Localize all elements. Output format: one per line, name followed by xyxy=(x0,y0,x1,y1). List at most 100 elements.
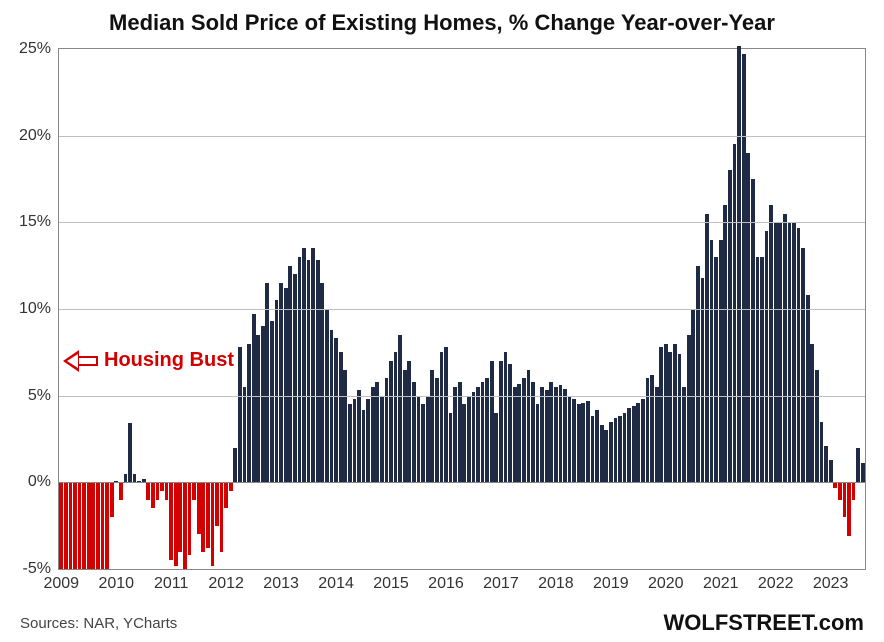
bar xyxy=(298,257,302,482)
bar xyxy=(829,460,833,483)
bar xyxy=(646,378,650,482)
bar xyxy=(513,387,517,482)
bar xyxy=(696,266,700,483)
bar xyxy=(719,240,723,483)
bar xyxy=(224,482,228,508)
bar xyxy=(797,228,801,483)
bar xyxy=(774,222,778,482)
bar xyxy=(421,404,425,482)
bar xyxy=(600,425,604,482)
bar xyxy=(302,248,306,482)
gridline xyxy=(59,222,865,223)
bar xyxy=(151,482,155,508)
bar xyxy=(453,387,457,482)
bar xyxy=(472,392,476,482)
bar xyxy=(723,205,727,482)
bar xyxy=(517,384,521,483)
bar xyxy=(527,370,531,483)
bar xyxy=(531,382,535,483)
x-tick-label: 2019 xyxy=(593,569,629,593)
bar xyxy=(394,352,398,482)
chart-title: Median Sold Price of Existing Homes, % C… xyxy=(0,10,884,36)
bar xyxy=(243,387,247,482)
bar xyxy=(69,482,73,569)
bar xyxy=(861,463,865,482)
bar xyxy=(119,482,123,499)
x-tick-label: 2015 xyxy=(373,569,409,593)
bar xyxy=(59,482,63,569)
y-tick-label: 10% xyxy=(19,300,59,318)
bar xyxy=(348,404,352,482)
bar xyxy=(206,482,210,548)
bar xyxy=(211,482,215,565)
bar xyxy=(73,482,77,569)
bar xyxy=(783,214,787,483)
bar xyxy=(275,300,279,482)
bar xyxy=(270,321,274,482)
chart-container: Median Sold Price of Existing Homes, % C… xyxy=(0,0,884,642)
bar xyxy=(481,382,485,483)
bar xyxy=(417,396,421,483)
bar xyxy=(311,248,315,482)
bar xyxy=(540,387,544,482)
plot-area: -5%0%5%10%15%20%25%200920102011201220132… xyxy=(58,48,866,570)
bar xyxy=(444,347,448,482)
bar xyxy=(165,482,169,499)
x-tick-label: 2011 xyxy=(154,569,188,593)
bar xyxy=(64,482,68,569)
bar xyxy=(756,257,760,482)
bar xyxy=(581,403,585,483)
bar xyxy=(536,404,540,482)
bar xyxy=(554,387,558,482)
bar xyxy=(375,382,379,483)
y-tick-label: 20% xyxy=(19,127,59,145)
bar xyxy=(806,295,810,482)
bar xyxy=(233,448,237,483)
bar xyxy=(261,326,265,482)
bar xyxy=(146,482,150,499)
bar xyxy=(847,482,851,536)
bar xyxy=(371,387,375,482)
bar xyxy=(183,482,187,569)
bar xyxy=(96,482,100,569)
x-tick-label: 2021 xyxy=(703,569,739,593)
bar xyxy=(252,314,256,482)
bar xyxy=(128,423,132,482)
bar xyxy=(307,260,311,482)
bar xyxy=(559,385,563,482)
bar xyxy=(435,378,439,482)
bar xyxy=(705,214,709,483)
bar xyxy=(462,404,466,482)
bar xyxy=(485,378,489,482)
bar xyxy=(201,482,205,551)
bar xyxy=(737,46,741,483)
bar xyxy=(504,352,508,482)
bar xyxy=(664,344,668,483)
x-tick-label: 2009 xyxy=(43,569,79,593)
bar xyxy=(769,205,773,482)
bar xyxy=(751,179,755,482)
bar xyxy=(623,413,627,482)
bar xyxy=(801,248,805,482)
bar xyxy=(760,257,764,482)
bar xyxy=(366,399,370,482)
bar xyxy=(343,370,347,483)
bar xyxy=(197,482,201,534)
bar xyxy=(545,390,549,482)
gridline xyxy=(59,396,865,397)
brand-text: WOLFSTREET.com xyxy=(664,610,864,636)
bar xyxy=(105,482,109,569)
bar xyxy=(467,396,471,483)
bar xyxy=(765,231,769,482)
bar xyxy=(229,482,233,491)
bar xyxy=(330,330,334,483)
y-tick-label: 5% xyxy=(28,387,59,405)
bar xyxy=(398,335,402,482)
bar xyxy=(682,387,686,482)
bar xyxy=(668,352,672,482)
bar xyxy=(618,416,622,482)
bar xyxy=(549,382,553,483)
bar xyxy=(91,482,95,569)
x-tick-label: 2018 xyxy=(538,569,574,593)
bar xyxy=(659,347,663,482)
